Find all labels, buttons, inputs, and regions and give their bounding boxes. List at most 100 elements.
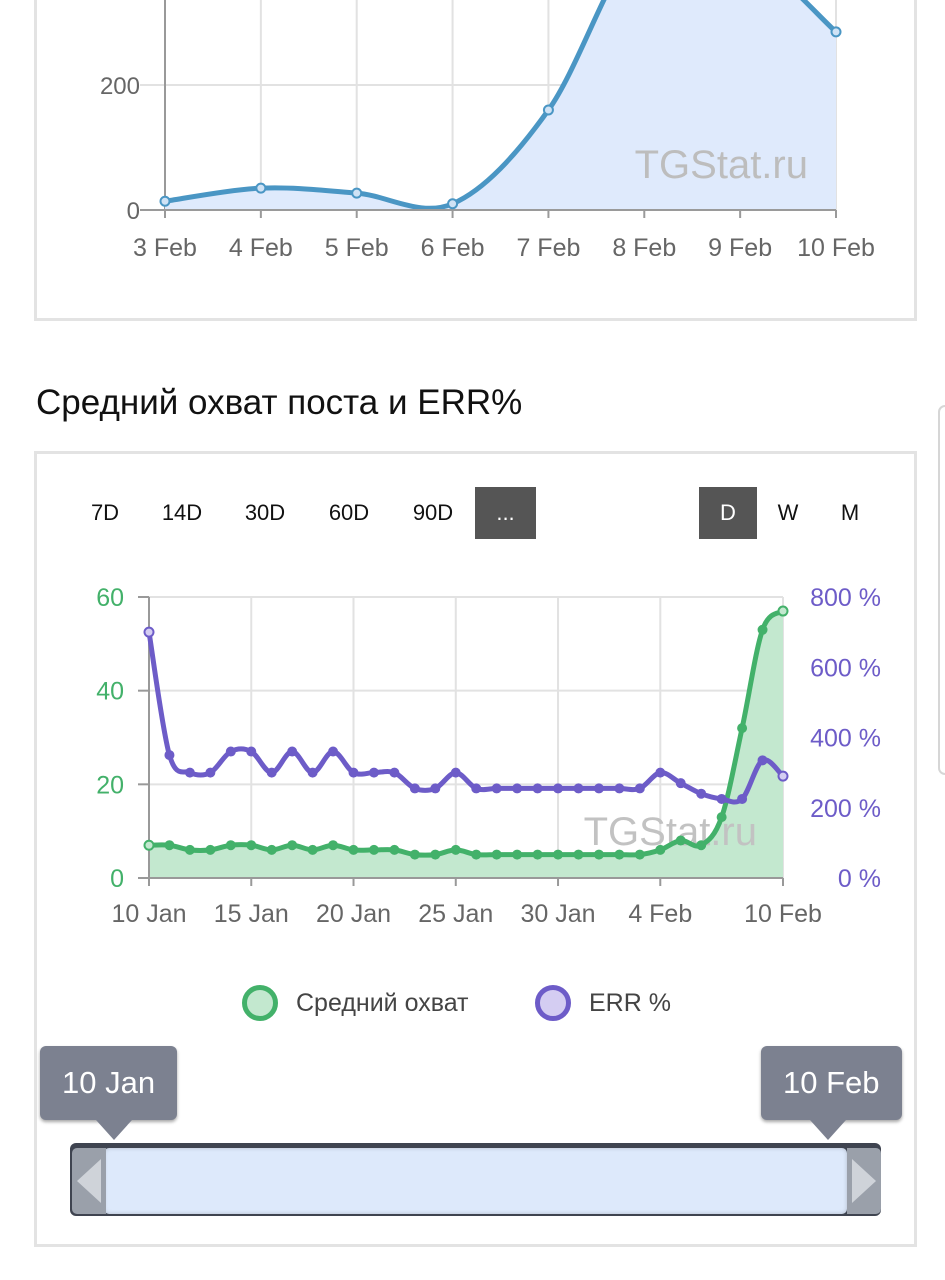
period-week-button[interactable]: W <box>777 500 799 525</box>
err-point <box>716 793 727 804</box>
err-point <box>246 746 257 757</box>
err-point <box>389 767 400 778</box>
bottom-right-tick-label: 800 % <box>810 584 881 612</box>
err-point <box>777 770 789 782</box>
avg-reach-point <box>757 624 768 635</box>
top-x-tick-label: 10 Feb <box>797 234 875 262</box>
err-point <box>471 783 482 794</box>
avg-reach-point <box>450 844 461 855</box>
avg-reach-point <box>655 844 666 855</box>
range-90d-button[interactable]: 90D <box>412 500 454 525</box>
err-point <box>450 767 461 778</box>
err-point <box>593 783 604 794</box>
bottom-right-tick-label: 0 % <box>838 865 881 893</box>
range-30d-button[interactable]: 30D <box>244 500 286 525</box>
top-y-tick-label: 0 <box>127 198 140 225</box>
range-60d-button[interactable]: 60D <box>328 500 370 525</box>
avg-reach-point <box>205 844 216 855</box>
top-data-point <box>351 187 363 199</box>
avg-reach-point <box>143 839 155 851</box>
range-14d-button[interactable]: 14D <box>161 500 203 525</box>
bottom-left-tick-label: 0 <box>110 865 124 893</box>
bottom-right-tick-label: 400 % <box>810 725 881 753</box>
top-data-point <box>542 104 554 116</box>
period-month-button[interactable]: M <box>840 500 860 525</box>
err-point <box>328 746 339 757</box>
bottom-right-tick-label: 200 % <box>810 795 881 823</box>
err-point <box>737 793 748 804</box>
err-point <box>675 778 686 789</box>
avg-reach-point <box>266 844 277 855</box>
err-point <box>409 783 420 794</box>
err-point <box>368 767 379 778</box>
err-point <box>655 767 666 778</box>
err-line <box>146 631 785 805</box>
avg-reach-point <box>368 844 379 855</box>
err-point <box>307 767 318 778</box>
avg-reach-point <box>532 849 543 860</box>
avg-reach-point <box>225 840 236 851</box>
err-point <box>287 746 298 757</box>
avg-reach-point <box>287 840 298 851</box>
bottom-x-tick-label: 30 Jan <box>521 900 596 928</box>
avg-reach-point <box>184 844 195 855</box>
avg-reach-point <box>777 605 789 617</box>
avg-reach-point <box>491 849 502 860</box>
legend-item-err[interactable]: ERR % <box>535 980 671 1026</box>
scroll-indicator[interactable] <box>938 405 945 775</box>
navigator-selection[interactable] <box>104 1148 847 1214</box>
err-point <box>430 783 441 794</box>
err-point <box>491 783 502 794</box>
navigator-right-arrow-icon <box>852 1159 876 1203</box>
bottom-x-tick-label: 10 Feb <box>744 900 822 928</box>
top-y-tick-label: 200 <box>100 73 140 100</box>
top-series-group <box>162 0 839 211</box>
avg-reach-point <box>430 849 441 860</box>
avg-reach-point <box>737 723 748 734</box>
top-x-tick-label: 3 Feb <box>133 234 197 262</box>
err-point <box>757 755 768 766</box>
navigator-from-label: 10 Jan <box>40 1046 178 1140</box>
err-point <box>348 767 359 778</box>
bottom-left-tick-label: 40 <box>96 678 124 706</box>
legend-err-marker-icon <box>535 985 571 1021</box>
avg-reach-point <box>634 849 645 860</box>
avg-reach-point <box>512 849 523 860</box>
bottom-left-tick-label: 20 <box>96 771 124 799</box>
err-point <box>184 767 195 778</box>
bottom-x-tick-label: 15 Jan <box>214 900 289 928</box>
top-data-point <box>255 182 267 194</box>
top-chart: 0 200 TGStat.ru 3 Feb 4 Feb 5 Feb 6 Feb 7 Feb 8 … <box>100 0 875 262</box>
range-7d-button[interactable]: 7D <box>90 500 120 525</box>
top-data-point <box>447 198 459 210</box>
err-point <box>634 783 645 794</box>
section-title: Средний охват поста и ERR% <box>36 383 523 422</box>
period-day-button[interactable]: D <box>699 487 757 539</box>
avg-reach-point <box>246 840 257 851</box>
avg-reach-point <box>471 849 482 860</box>
err-point <box>532 783 543 794</box>
err-point <box>614 783 625 794</box>
err-point <box>573 783 584 794</box>
bottom-x-tick-label: 4 Feb <box>628 900 692 928</box>
top-x-tick-label: 9 Feb <box>708 234 772 262</box>
top-x-tick-label: 6 Feb <box>421 234 485 262</box>
avg-reach-point <box>389 844 400 855</box>
bottom-x-tick-label: 20 Jan <box>316 900 391 928</box>
legend-item-avg-reach[interactable]: Средний охват <box>242 980 469 1026</box>
avg-reach-point <box>164 840 175 851</box>
legend-avg-reach-marker-icon <box>242 985 278 1021</box>
avg-reach-point <box>553 849 564 860</box>
err-point <box>696 788 707 799</box>
legend-avg-reach-label: Средний охват <box>296 988 469 1017</box>
top-x-tick-label: 8 Feb <box>612 234 676 262</box>
avg-reach-point <box>328 840 339 851</box>
range-custom-button[interactable]: ... <box>475 487 536 539</box>
navigator-to-label: 10 Feb <box>761 1046 902 1140</box>
legend-err-label: ERR % <box>589 988 671 1017</box>
avg-reach-point <box>409 849 420 860</box>
bottom-x-tick-label: 10 Jan <box>111 900 186 928</box>
top-area-fill <box>165 0 836 210</box>
avg-reach-point <box>696 840 707 851</box>
